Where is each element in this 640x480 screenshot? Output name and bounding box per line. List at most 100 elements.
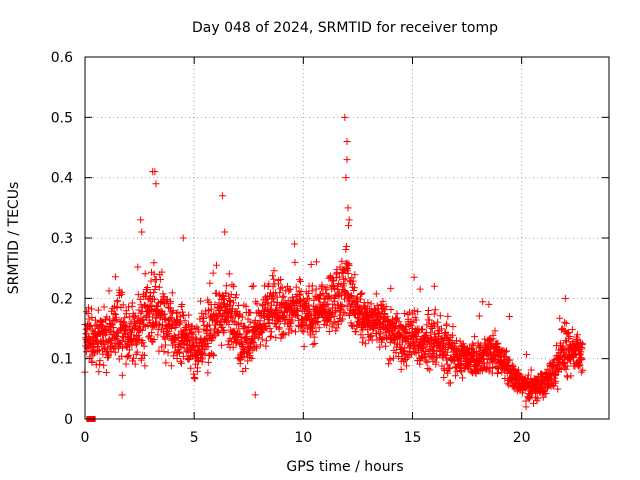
data-point	[138, 326, 146, 334]
data-point	[135, 306, 143, 314]
data-point	[221, 295, 229, 303]
data-point	[367, 300, 375, 308]
data-point	[300, 328, 308, 336]
data-point	[96, 357, 104, 365]
data-point	[88, 305, 96, 313]
data-point	[296, 276, 304, 284]
data-point	[113, 303, 121, 311]
data-point	[139, 339, 147, 347]
data-point	[229, 299, 237, 307]
data-point	[150, 288, 158, 296]
data-point	[134, 263, 142, 271]
data-point	[191, 375, 199, 383]
data-point	[503, 347, 511, 355]
data-point	[342, 242, 350, 250]
data-point	[485, 337, 493, 345]
data-point	[158, 268, 166, 276]
data-point	[194, 364, 202, 372]
data-point	[444, 369, 452, 377]
data-point	[576, 361, 584, 369]
data-point	[225, 320, 233, 328]
data-point	[261, 282, 269, 290]
data-point	[118, 288, 126, 296]
data-point	[122, 322, 130, 330]
data-point	[485, 300, 493, 308]
data-point	[305, 301, 313, 309]
data-point	[242, 365, 250, 373]
data-point	[430, 320, 438, 328]
data-point	[333, 324, 341, 332]
data-point	[444, 312, 452, 320]
data-point	[372, 290, 380, 298]
data-point	[168, 325, 176, 333]
data-point	[330, 313, 338, 321]
data-point	[238, 341, 246, 349]
data-point	[329, 300, 337, 308]
data-point	[348, 292, 356, 300]
data-point	[104, 353, 112, 361]
data-point	[401, 309, 409, 317]
data-point	[352, 328, 360, 336]
data-point	[145, 294, 153, 302]
data-point	[149, 313, 157, 321]
data-point	[138, 228, 146, 236]
x-tick-label: 10	[294, 430, 312, 446]
data-point	[220, 326, 228, 334]
data-point	[201, 350, 209, 358]
data-point	[344, 204, 352, 212]
data-point	[418, 326, 426, 334]
data-point	[137, 216, 145, 224]
data-point	[561, 294, 569, 302]
data-point	[174, 309, 182, 317]
data-point	[376, 343, 384, 351]
data-point	[112, 311, 120, 319]
data-point	[419, 325, 427, 333]
data-point	[161, 341, 169, 349]
data-point	[118, 371, 126, 379]
data-point	[242, 302, 250, 310]
data-point	[98, 318, 106, 325]
data-point	[271, 320, 279, 328]
data-point	[266, 333, 274, 341]
data-point	[146, 319, 154, 327]
data-point	[454, 346, 462, 354]
data-point	[561, 318, 569, 326]
data-point	[522, 403, 530, 411]
data-point	[205, 321, 213, 329]
data-point	[269, 272, 277, 280]
data-point	[228, 314, 236, 322]
data-point	[177, 358, 185, 366]
data-point	[88, 358, 96, 366]
data-point	[100, 361, 108, 369]
data-point	[164, 349, 172, 357]
data-point	[352, 311, 360, 319]
data-point	[431, 306, 439, 314]
data-point	[111, 273, 119, 281]
data-point	[482, 363, 490, 371]
data-point	[346, 293, 354, 301]
data-point	[401, 344, 409, 352]
data-point	[379, 297, 387, 305]
data-point	[338, 257, 346, 265]
data-point	[410, 307, 418, 315]
data-point	[468, 367, 476, 375]
data-point	[254, 334, 262, 342]
data-point	[432, 358, 440, 366]
data-point	[382, 342, 390, 350]
data-point	[343, 137, 351, 145]
data-point	[109, 304, 117, 312]
data-point	[393, 314, 401, 322]
data-point	[294, 312, 302, 320]
data-point	[339, 315, 347, 323]
data-point	[173, 355, 181, 363]
data-point	[414, 308, 422, 316]
data-point	[204, 369, 212, 377]
data-point	[343, 302, 351, 310]
data-point	[118, 391, 126, 399]
data-point	[180, 352, 188, 360]
data-point	[172, 322, 180, 330]
data-point	[150, 259, 158, 267]
data-point	[291, 328, 299, 336]
y-tick-label: 0	[64, 412, 73, 428]
data-point	[318, 281, 326, 289]
